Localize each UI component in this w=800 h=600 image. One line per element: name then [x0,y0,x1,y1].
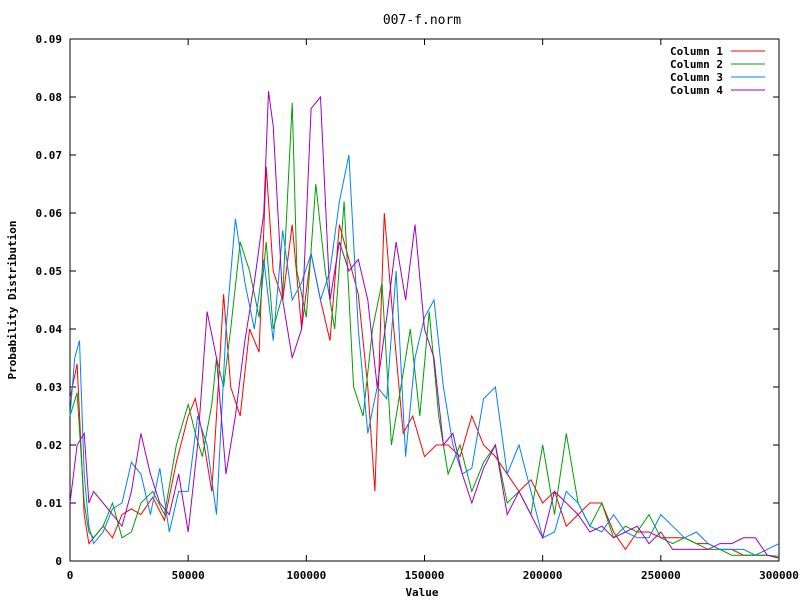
y-tick-label: 0.08 [36,91,63,104]
legend-label-4: Column 4 [670,84,723,97]
x-axis: 0 50000 100000 150000 200000 250000 300000 [67,39,799,582]
y-tick-label: 0.01 [36,497,63,510]
x-tick-label: 200000 [523,569,563,582]
y-tick-label: 0.06 [36,207,63,220]
series-line-3 [69,154,780,556]
y-tick-label: 0.04 [36,323,63,336]
x-tick-label: 250000 [641,569,681,582]
y-tick-label: 0 [55,555,62,568]
y-axis: 0 0.01 0.02 0.03 0.04 0.05 0.06 0.07 0.08 0.09 [36,33,779,568]
x-tick-label: 0 [67,569,74,582]
x-axis-label: Value [405,586,438,599]
y-tick-label: 0.07 [36,149,63,162]
x-tick-label: 150000 [405,569,445,582]
x-tick-label: 50000 [172,569,205,582]
y-tick-label: 0.09 [36,33,63,46]
x-tick-label: 100000 [286,569,326,582]
y-tick-label: 0.05 [36,265,63,278]
x-tick-label: 300000 [759,569,799,582]
y-tick-label: 0.02 [36,439,63,452]
legend-label-3: Column 3 [670,71,723,84]
chart-title: 007-f.norm [383,13,461,28]
y-axis-label: Probability Distribution [6,221,19,380]
legend-label-1: Column 1 [670,45,723,58]
legend-label-2: Column 2 [670,58,723,71]
y-tick-label: 0.03 [36,381,63,394]
series-line-4 [69,91,780,559]
series-lines [69,91,780,559]
